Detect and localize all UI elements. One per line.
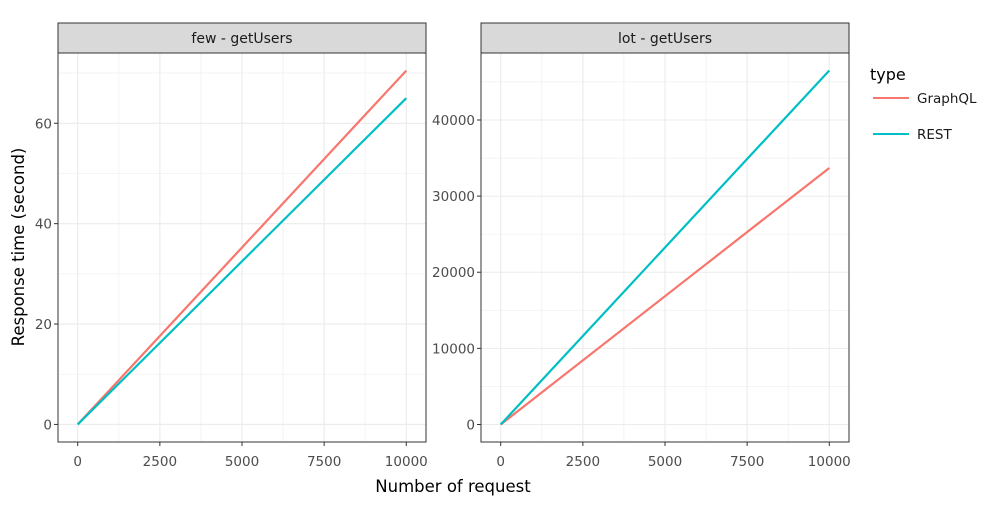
panel-title-few: few - getUsers bbox=[191, 31, 292, 47]
series-line-rest bbox=[499, 69, 831, 426]
y-axis-title: Response time (second) bbox=[9, 148, 28, 347]
panel-series-few bbox=[76, 69, 408, 426]
x-ticks-few: 0 2500 5000 7500 10000 bbox=[73, 442, 428, 470]
series-line-graphql bbox=[500, 167, 830, 426]
legend-label-graphql: GraphQL bbox=[917, 91, 977, 107]
panel-series-lot bbox=[499, 69, 831, 426]
x-tick-label: 7500 bbox=[730, 454, 764, 470]
y-tick-label: 20000 bbox=[432, 265, 475, 281]
y-tick-label: 0 bbox=[43, 417, 52, 433]
y-tick-label: 10000 bbox=[432, 341, 475, 357]
y-ticks-few: 0 20 40 60 bbox=[35, 116, 58, 433]
x-tick-label: 2500 bbox=[143, 454, 177, 470]
panel-grid-few bbox=[58, 53, 426, 442]
y-ticks-lot: 0 10000 20000 30000 40000 bbox=[432, 113, 481, 433]
y-tick-label: 0 bbox=[466, 417, 475, 433]
x-tick-label: 5000 bbox=[648, 454, 682, 470]
x-tick-label: 0 bbox=[496, 454, 505, 470]
x-ticks-lot: 0 2500 5000 7500 10000 bbox=[496, 442, 851, 470]
x-tick-label: 0 bbox=[73, 454, 82, 470]
x-tick-label: 5000 bbox=[225, 454, 259, 470]
y-tick-label: 40000 bbox=[432, 113, 475, 129]
y-tick-label: 40 bbox=[35, 217, 52, 233]
x-tick-label: 7500 bbox=[307, 454, 341, 470]
panel-title-lot: lot - getUsers bbox=[618, 31, 712, 47]
panel-strip-few bbox=[57, 22, 427, 54]
panel-lot-getusers: lot - getUsers 0 2500 5000 7500 10000 0 10000… bbox=[432, 22, 851, 470]
y-tick-label: 20 bbox=[35, 317, 52, 333]
y-tick-label: 30000 bbox=[432, 189, 475, 205]
panel-few-getusers: few - getUsers 0 2500 5000 7500 10000 0 20 40 6… bbox=[35, 22, 428, 470]
x-tick-label: 2500 bbox=[566, 454, 600, 470]
x-tick-label: 10000 bbox=[808, 454, 851, 470]
legend: type GraphQL REST bbox=[870, 65, 977, 143]
y-tick-label: 60 bbox=[35, 116, 52, 132]
series-line-graphql bbox=[76, 69, 408, 426]
legend-label-rest: REST bbox=[917, 127, 952, 143]
x-axis-title: Number of request bbox=[375, 477, 531, 496]
legend-title: type bbox=[870, 65, 906, 84]
x-tick-label: 10000 bbox=[385, 454, 428, 470]
series-line-rest bbox=[76, 97, 408, 426]
